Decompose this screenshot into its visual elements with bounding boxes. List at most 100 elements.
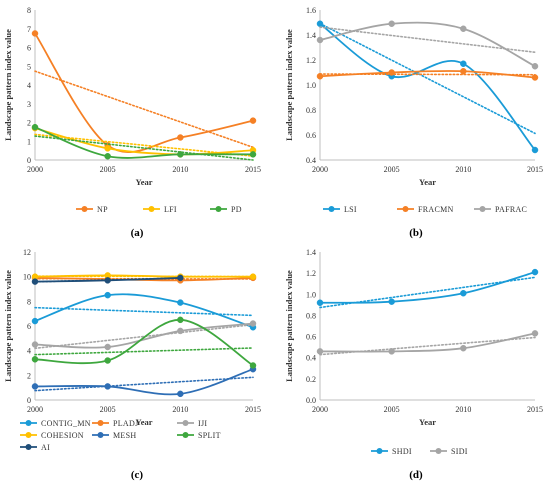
data-point-shdi [460, 289, 467, 297]
data-point-contig_mn [31, 317, 39, 325]
y-tick-label: 1.4 [306, 248, 316, 257]
data-point-pd [177, 151, 184, 158]
panel-caption: (b) [409, 227, 423, 239]
series-line-split [34, 318, 254, 367]
legend-label-pladj: PLADJ [113, 419, 139, 428]
data-point-ai [104, 277, 111, 284]
y-tick-label: 1.0 [306, 81, 316, 90]
x-tick-label: 2015 [245, 405, 261, 414]
x-axis-label: Year [136, 177, 153, 187]
legend-swatch-marker [97, 432, 104, 438]
y-tick-label: 7 [27, 25, 31, 34]
data-point-pd [31, 123, 39, 131]
data-point-mesh [177, 390, 184, 398]
y-tick-label: 1.0 [306, 290, 316, 299]
x-tick-label: 2015 [245, 165, 261, 174]
x-axis-label: Year [136, 417, 153, 427]
data-point-split [104, 357, 111, 364]
y-tick-label: 0.8 [306, 311, 316, 320]
data-point-np [177, 134, 184, 141]
legend-swatch-marker [479, 206, 486, 212]
x-axis-label: Year [419, 177, 436, 187]
data-point-fracmn [460, 68, 467, 75]
y-tick-label: 3 [27, 100, 31, 109]
legend-label-split: SPLIT [198, 431, 221, 440]
legend-swatch-marker [97, 420, 104, 426]
x-tick-label: 2000 [27, 165, 43, 174]
panel-caption: (c) [131, 469, 144, 481]
data-point-contig_mn [104, 291, 111, 299]
data-point-fracmn [316, 73, 324, 80]
legend-swatch-marker [25, 432, 32, 438]
y-axis-label: Landscape pattern index value [3, 29, 13, 141]
x-tick-label: 2010 [455, 405, 471, 414]
data-point-mesh [104, 383, 111, 390]
panel-caption: (d) [409, 469, 423, 481]
y-axis-label: Landscape pattern index value [3, 270, 13, 382]
data-point-sidi [460, 344, 467, 352]
x-tick-label: 2010 [172, 405, 188, 414]
data-point-pafrac [388, 20, 395, 27]
y-tick-label: 1 [27, 137, 31, 146]
legend-label-lfi: LFI [164, 205, 177, 214]
y-tick-label: 8 [27, 6, 31, 15]
series-line-cohesion [34, 274, 254, 278]
data-point-shdi [388, 298, 395, 305]
x-axis-label: Year [419, 417, 436, 427]
y-tick-label: 1.2 [306, 56, 316, 65]
data-point-split [31, 356, 39, 363]
data-point-lsi [316, 20, 324, 27]
trendline-np [34, 70, 254, 149]
y-tick-label: 10 [23, 273, 31, 282]
data-point-iji [104, 343, 111, 351]
legend-label-fracmn: FRACMN [418, 205, 454, 214]
x-tick-label: 2000 [27, 405, 43, 414]
legend-label-contig_mn: CONTIG_MN [41, 419, 91, 428]
data-point-lfi [104, 145, 111, 152]
legend-label-shdi: SHDI [392, 447, 412, 456]
legend-swatch-marker [25, 420, 32, 426]
legend-label-pd: PD [231, 205, 242, 214]
legend-swatch-marker [328, 206, 335, 212]
x-tick-label: 2000 [312, 165, 328, 174]
x-tick-label: 2005 [100, 405, 116, 414]
x-tick-label: 2010 [172, 165, 188, 174]
y-tick-label: 0.4 [306, 156, 316, 165]
legend-swatch-marker [81, 206, 88, 212]
y-tick-label: 0 [27, 156, 31, 165]
series-line-contig_mn [34, 293, 254, 329]
data-point-iji [177, 327, 184, 335]
y-tick-label: 5 [27, 62, 31, 71]
y-tick-label: 12 [23, 248, 31, 257]
y-tick-label: 0 [27, 396, 31, 405]
y-axis-label: Landscape pattern index value [284, 29, 294, 141]
data-point-fracmn [388, 69, 395, 76]
data-point-pafrac [460, 25, 467, 32]
legend-label-mesh: MESH [113, 431, 136, 440]
x-tick-label: 2015 [527, 405, 543, 414]
series-line-pafrac [319, 21, 536, 68]
legend-swatch-marker [182, 432, 189, 438]
legend-label-sidi: SIDI [451, 447, 468, 456]
data-point-pafrac [316, 36, 324, 44]
legend-swatch-marker [25, 444, 32, 450]
series-line-shdi [319, 271, 536, 304]
data-point-pd [249, 151, 257, 158]
y-tick-label: 6 [27, 44, 31, 53]
trendline-shdi [319, 276, 536, 309]
x-tick-label: 2000 [312, 405, 328, 414]
y-tick-label: 2 [27, 371, 31, 380]
data-point-iji [249, 320, 257, 327]
y-tick-label: 8 [27, 297, 31, 306]
trendline-lsi [319, 22, 536, 135]
y-tick-label: 1.2 [306, 269, 316, 278]
legend-label-pafrac: PAFRAC [495, 205, 527, 214]
x-tick-label: 2015 [527, 165, 543, 174]
legend-label-ai: AI [41, 443, 50, 452]
y-tick-label: 2 [27, 119, 31, 128]
trendline-pd [34, 135, 254, 161]
chart-panel-1: 0 1 2 3 4 5 6 7 8 2000 2005 2010 2015 Year Landscape p… [3, 6, 261, 239]
y-tick-label: 0.8 [306, 106, 316, 115]
x-tick-label: 2005 [100, 165, 116, 174]
